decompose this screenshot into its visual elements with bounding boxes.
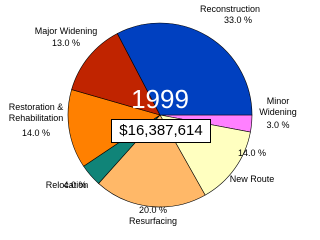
- slice-value-label: 13.0 %: [51, 38, 81, 48]
- slice-label: Relocation: [45, 180, 89, 190]
- slice-value-label: 14.0 %: [21, 128, 51, 138]
- slice-value-label: 3.0 %: [266, 120, 290, 130]
- slice-label: Major Widening: [34, 26, 98, 36]
- chart: Minor Widening 3.0 % New Route 14.0 % Resurf…: [8, 4, 297, 226]
- slice-label: Reconstruction: [199, 4, 261, 14]
- slice-label: Resurfacing: [128, 216, 178, 226]
- slice-label: Restoration & Rehabilitation: [8, 102, 64, 123]
- slice-label: New Route: [229, 174, 275, 184]
- pie-slice: [98, 114, 206, 208]
- slice-value-label: 20.0 %: [138, 205, 168, 215]
- chart-title: 1999: [131, 84, 189, 114]
- pie-area: [67, 22, 253, 208]
- chart-subtitle: $16,387,614: [111, 119, 211, 143]
- slice-label: Minor Widening: [259, 96, 297, 117]
- slice-value-label: 33.0 %: [223, 15, 253, 25]
- pie-slice: [71, 33, 161, 116]
- slice-value-label: 4.0 %: [63, 180, 87, 190]
- pie-slice: [116, 22, 253, 116]
- slice-value-label: 14.0 %: [237, 148, 267, 158]
